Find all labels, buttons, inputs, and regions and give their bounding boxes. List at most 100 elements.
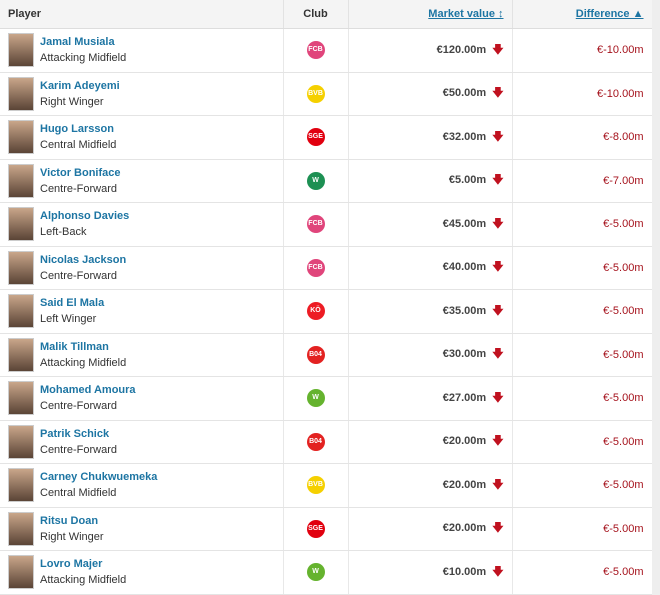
player-avatar[interactable]: [8, 294, 34, 329]
value-difference: €-10.00m: [512, 72, 653, 116]
player-name-link[interactable]: Patrik Schick: [40, 427, 110, 440]
sort-market-value[interactable]: Market value ↕: [428, 8, 504, 20]
arrow-down-icon: 🡇: [492, 348, 504, 361]
value-difference: €-5.00m: [512, 333, 653, 377]
player-position: Right Winger: [40, 530, 104, 543]
player-name-link[interactable]: Said El Mala: [40, 297, 105, 310]
player-name-link[interactable]: Alphonso Davies: [40, 210, 130, 223]
table-row: Nicolas Jackson Centre-Forward FCB €40.00…: [0, 246, 653, 290]
arrow-down-icon: 🡇: [492, 435, 504, 448]
player-avatar[interactable]: [8, 207, 34, 242]
club-crest-icon[interactable]: SGE: [306, 519, 325, 538]
club-crest-icon[interactable]: KÖ: [306, 302, 325, 321]
arrow-down-icon: 🡇: [492, 87, 504, 100]
club-crest-icon[interactable]: B04: [306, 432, 325, 451]
club-crest-icon[interactable]: W: [306, 389, 325, 408]
player-name-link[interactable]: Victor Boniface: [40, 166, 121, 179]
value-difference: €-5.00m: [512, 420, 653, 464]
market-value: €5.00m: [448, 174, 487, 187]
club-crest-icon[interactable]: BVB: [306, 84, 325, 103]
market-value: €10.00m: [442, 565, 487, 578]
table-header: Player Club Market value ↕ Difference ▲: [0, 0, 653, 29]
player-avatar[interactable]: [8, 424, 34, 459]
player-position: Central Midfield: [40, 487, 117, 500]
player-name-link[interactable]: Ritsu Doan: [40, 514, 99, 527]
player-position: Centre-Forward: [40, 443, 118, 456]
player-avatar[interactable]: [8, 555, 34, 590]
player-avatar[interactable]: [8, 511, 34, 546]
player-name-link[interactable]: Nicolas Jackson: [40, 253, 127, 266]
arrow-down-icon: 🡇: [492, 565, 504, 578]
player-name-link[interactable]: Carney Chukwuemeka: [40, 471, 158, 484]
table-row: Karim Adeyemi Right Winger BVB €50.00m 🡇 €…: [0, 72, 653, 116]
player-name-link[interactable]: Lovro Majer: [40, 558, 103, 571]
market-value: €50.00m: [442, 87, 487, 100]
player-name-link[interactable]: Karim Adeyemi: [40, 79, 120, 92]
player-avatar[interactable]: [8, 163, 34, 198]
market-value: €40.00m: [442, 261, 487, 274]
player-avatar[interactable]: [8, 250, 34, 285]
table-row: Hugo Larsson Central Midfield SGE €32.00m…: [0, 115, 653, 160]
table-row: Mohamed Amoura Centre-Forward W €27.00m 🡇 …: [0, 376, 653, 421]
player-position: Central Midfield: [40, 139, 117, 152]
value-difference: €-5.00m: [512, 246, 653, 290]
player-avatar[interactable]: [8, 468, 34, 503]
value-difference: €-5.00m: [512, 463, 653, 508]
club-crest-icon[interactable]: SGE: [306, 128, 325, 147]
club-crest-icon[interactable]: FCB: [306, 41, 325, 60]
market-value: €120.00m: [436, 43, 487, 56]
market-value: €30.00m: [442, 348, 487, 361]
player-name-link[interactable]: Malik Tillman: [40, 340, 109, 353]
value-difference: €-5.00m: [512, 202, 653, 247]
value-difference: €-5.00m: [512, 550, 653, 595]
scrollbar-strip: [652, 0, 660, 595]
header-player: Player: [0, 0, 284, 29]
value-difference: €-10.00m: [512, 28, 653, 73]
player-position: Centre-Forward: [40, 400, 118, 413]
player-position: Left-Back: [40, 226, 87, 239]
player-name-link[interactable]: Hugo Larsson: [40, 123, 114, 136]
table-row: Alphonso Davies Left-Back FCB €45.00m 🡇 €-…: [0, 202, 653, 247]
player-position: Attacking Midfield: [40, 356, 127, 369]
arrow-down-icon: 🡇: [492, 43, 504, 56]
player-name-link[interactable]: Jamal Musiala: [40, 36, 115, 49]
player-position: Left Winger: [40, 313, 97, 326]
table-row: Victor Boniface Centre-Forward W €5.00m 🡇 …: [0, 159, 653, 203]
value-difference: €-5.00m: [512, 507, 653, 551]
arrow-down-icon: 🡇: [492, 261, 504, 274]
player-avatar[interactable]: [8, 337, 34, 372]
arrow-down-icon: 🡇: [492, 130, 504, 143]
player-avatar[interactable]: [8, 120, 34, 155]
club-crest-icon[interactable]: FCB: [306, 215, 325, 234]
player-avatar[interactable]: [8, 381, 34, 416]
club-crest-icon[interactable]: BVB: [306, 476, 325, 495]
club-crest-icon[interactable]: W: [306, 563, 325, 582]
player-position: Attacking Midfield: [40, 574, 127, 587]
player-position: Attacking Midfield: [40, 52, 127, 65]
header-club: Club: [283, 0, 349, 29]
arrow-down-icon: 🡇: [492, 522, 504, 535]
value-difference: €-5.00m: [512, 289, 653, 334]
player-name-link[interactable]: Mohamed Amoura: [40, 384, 136, 397]
player-avatar[interactable]: [8, 33, 34, 68]
club-crest-icon[interactable]: W: [306, 171, 325, 190]
market-value: €20.00m: [442, 478, 487, 491]
arrow-down-icon: 🡇: [492, 391, 504, 404]
market-value: €45.00m: [442, 217, 487, 230]
table-row: Ritsu Doan Right Winger SGE €20.00m 🡇 €-5.…: [0, 507, 653, 551]
table-row: Malik Tillman Attacking Midfield B04 €30.…: [0, 333, 653, 377]
player-position: Centre-Forward: [40, 182, 118, 195]
market-value: €20.00m: [442, 435, 487, 448]
player-avatar[interactable]: [8, 76, 34, 111]
market-value: €20.00m: [442, 522, 487, 535]
table-row: Patrik Schick Centre-Forward B04 €20.00m 🡇…: [0, 420, 653, 464]
player-position: Right Winger: [40, 95, 104, 108]
market-value: €27.00m: [442, 391, 487, 404]
sort-difference[interactable]: Difference ▲: [575, 8, 644, 20]
arrow-down-icon: 🡇: [492, 478, 504, 491]
market-value: €35.00m: [442, 304, 487, 317]
club-crest-icon[interactable]: B04: [306, 345, 325, 364]
club-crest-icon[interactable]: FCB: [306, 258, 325, 277]
table-row: Carney Chukwuemeka Central Midfield BVB €…: [0, 463, 653, 508]
